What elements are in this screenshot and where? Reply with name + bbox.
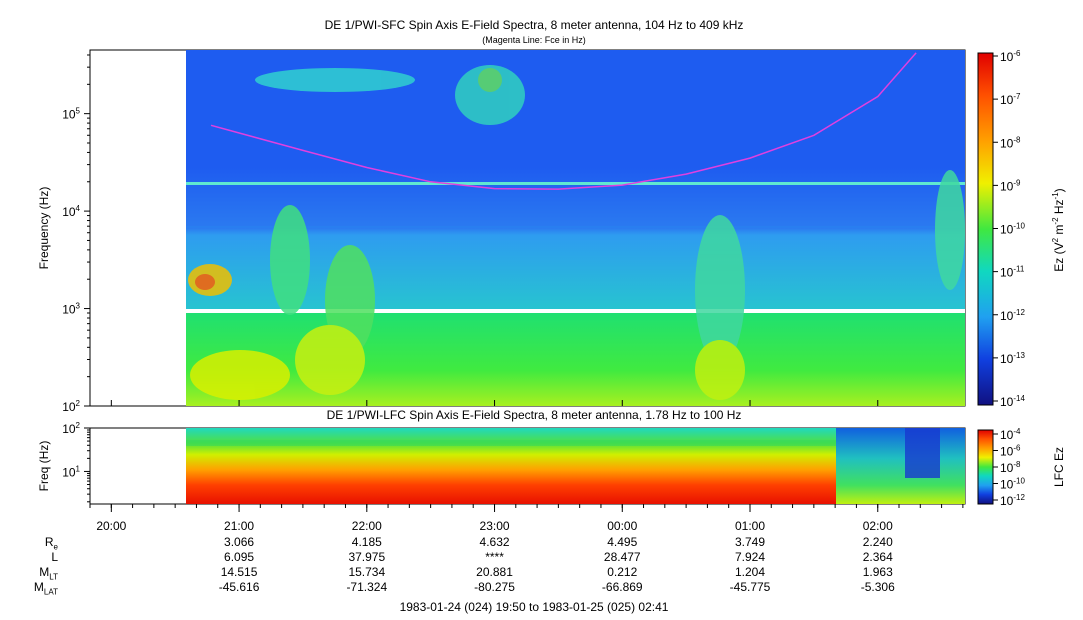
sfc-colorbar-tick-label: 10-10 [1000,222,1025,237]
ephem-value: -80.275 [474,580,515,594]
lfc-colorbar-tick-label: 10-8 [1000,460,1021,475]
ephem-value: -45.616 [218,580,260,594]
lfc-colorbar-tick-label: 10-12 [1000,493,1025,508]
ephem-value: 3.749 [735,535,766,549]
lfc-colorbar-tick-label: 10-10 [1000,477,1025,492]
sfc-colorbar-tick-label: 10-13 [1000,351,1025,366]
sfc-colorbar-tick-label: 10-9 [1000,178,1021,193]
ephem-value: 4.495 [607,535,638,549]
lfc-ytick-label: 102 [62,421,80,436]
sfc-colorbar-tick-label: 10-14 [1000,394,1025,409]
ephem-value: **** [485,550,504,564]
ephem-value: -71.324 [346,580,388,594]
sfc-colorbar-tick-label: 10-8 [1000,135,1021,150]
ephem-value: 4.632 [479,535,510,549]
ephem-label-mlt: MLT [39,565,58,582]
ephem-value: 4.185 [351,535,382,549]
xtick-label: 22:00 [352,519,382,533]
ephem-value: 37.975 [348,550,386,564]
sfc-colorbar: 10-6 10-7 10-8 10-9 10-10 10-11 10-12 10-13 10-1… [977,49,1066,409]
ephem-value: 0.212 [607,565,638,579]
xtick-label: 00:00 [607,519,637,533]
sfc-spectrogram: 102 103 104 105 [62,49,966,414]
ephem-value: 14.515 [220,565,258,579]
lfc-spectrogram: 101 102 [62,421,966,505]
lfc-ytick-label: 101 [62,464,80,479]
sfc-ytick-label: 102 [62,399,80,414]
ephem-value: 6.095 [224,550,255,564]
sfc-colorbar-tick-label: 10-12 [1000,308,1025,323]
ephem-value: 28.477 [603,550,641,564]
spectrogram-figure: 102 103 104 105 101 102 20:00 21:00 22:00 23:00… [37,49,1066,533]
ephem-label-re: Re [44,535,58,552]
ephem-value: 2.364 [862,550,893,564]
ephem-value: 3.066 [224,535,255,549]
ephem-label-l: L [51,550,58,564]
xtick-label: 21:00 [224,519,254,533]
lfc-colorbar-label: LFC Ez [1052,447,1066,487]
ephem-value: -66.869 [601,580,643,594]
sfc-ylabel: Frequency (Hz) [37,187,51,270]
ephem-value: 1.204 [735,565,766,579]
sfc-title: DE 1/PWI-SFC Spin Axis E-Field Spectra, … [324,18,744,32]
sfc-colorbar-tick-label: 10-7 [1000,92,1021,107]
time-range: 1983-01-24 (024) 19:50 to 1983-01-25 (02… [399,600,669,614]
sfc-ytick-label: 103 [62,302,80,317]
lfc-colorbar-tick-label: 10-4 [1000,427,1021,442]
sfc-colorbar-tick-label: 10-6 [1000,49,1021,64]
sfc-ytick-label: 104 [62,204,80,219]
ephem-value: 7.924 [735,550,766,564]
xtick-label: 02:00 [863,519,893,533]
sfc-ytick-label: 105 [62,107,80,122]
xtick-label: 23:00 [480,519,510,533]
ephem-value: 2.240 [862,535,893,549]
lfc-colorbar-tick-label: 10-6 [1000,444,1021,459]
ephem-value: 1.963 [862,565,893,579]
fce-magenta-line [210,52,917,190]
lfc-ylabel: Freq (Hz) [37,441,51,492]
ephem-value: 20.881 [476,565,513,579]
sfc-colorbar-label: Ez (V2 m-2 Hz-1) [1051,188,1066,271]
ephem-value: 15.734 [348,565,386,579]
ephem-label-mlat: MLAT [33,580,58,597]
lfc-title: DE 1/PWI-LFC Spin Axis E-Field Spectra, … [326,408,742,422]
ephem-value: -5.306 [860,580,895,594]
sfc-subtitle: (Magenta Line: Fce in Hz) [482,35,586,45]
xtick-label: 01:00 [735,519,765,533]
sfc-colorbar-tick-label: 10-11 [1000,265,1025,280]
ephem-value: -45.775 [729,580,771,594]
xtick-label: 20:00 [96,519,126,533]
